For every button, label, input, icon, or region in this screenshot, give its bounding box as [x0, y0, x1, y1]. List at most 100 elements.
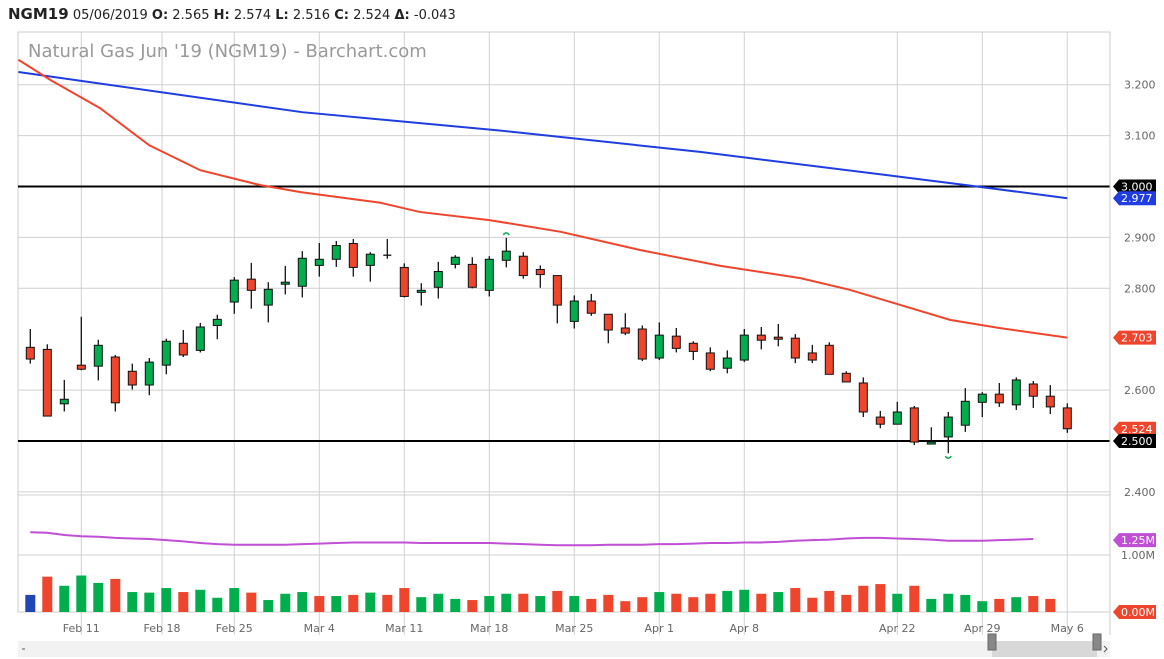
volume-bar	[178, 592, 189, 612]
badge-label: 1.25M	[1121, 534, 1155, 547]
candle	[586, 293, 596, 316]
candle-body	[994, 393, 1004, 404]
candle-body	[178, 342, 188, 356]
axis-value-badge: 1.25M	[1113, 533, 1156, 548]
candle-body	[739, 334, 749, 361]
candle-body	[518, 255, 528, 277]
candle	[42, 344, 52, 417]
candle	[331, 240, 341, 267]
price-tick-label: 2.900	[1124, 231, 1156, 244]
candle	[280, 265, 290, 295]
range-handle-left[interactable]	[987, 633, 997, 651]
volume-bar	[195, 589, 206, 612]
candle	[383, 238, 392, 259]
volume-bar	[994, 598, 1005, 612]
candle-body	[93, 344, 103, 367]
volume-bar	[909, 585, 920, 612]
candle-body	[688, 342, 698, 352]
date-tick-label: Mar 4	[304, 622, 335, 635]
candle-body	[586, 300, 596, 314]
candle-body	[858, 382, 868, 413]
candle	[195, 322, 205, 353]
candle-body	[909, 407, 919, 443]
volume-bar	[314, 596, 325, 612]
axis-value-badge: 3.000	[1113, 179, 1156, 194]
volume-bar	[212, 597, 223, 612]
scroll-arrow-icon[interactable]	[22, 645, 1108, 653]
date-tick-label: Mar 18	[470, 622, 508, 635]
badge-background	[1113, 330, 1156, 345]
volume-bar	[756, 593, 767, 612]
chart-marks	[17, 58, 1110, 612]
volume-bar	[739, 589, 750, 612]
gridlines	[18, 32, 1110, 635]
price-tick-label: 2.400	[1124, 486, 1156, 499]
candle	[535, 265, 545, 288]
volume-bar	[773, 592, 784, 612]
date-tick-label: Mar 25	[555, 622, 593, 635]
candle	[297, 251, 307, 298]
badge-label: 2.500	[1121, 435, 1153, 448]
candle	[518, 252, 528, 279]
price-tick-label: 3.200	[1124, 79, 1156, 92]
volume-bar	[790, 588, 801, 612]
candle-body	[552, 275, 562, 306]
candle	[144, 358, 154, 396]
candle	[263, 282, 273, 323]
candle-body	[144, 361, 154, 386]
volume-bar	[1028, 596, 1039, 612]
volume-bar	[824, 590, 835, 612]
volume-bar	[416, 597, 427, 612]
candle	[365, 252, 375, 282]
candle	[433, 261, 443, 299]
candle-body	[892, 411, 902, 425]
volume-bar	[1011, 597, 1022, 612]
candle	[790, 334, 800, 364]
candle-body	[824, 344, 834, 375]
candle-body	[229, 279, 239, 303]
candle	[620, 313, 630, 336]
volume-bar	[722, 590, 733, 612]
date-tick-label: Apr 29	[964, 622, 1001, 635]
volume-bar	[518, 593, 529, 612]
volume-bar	[365, 592, 376, 612]
volume-bar	[161, 588, 172, 612]
candle	[892, 401, 902, 425]
range-handle-right[interactable]	[1092, 633, 1102, 651]
candle	[229, 277, 239, 314]
badge-background	[1113, 533, 1156, 548]
candle-body	[722, 357, 732, 369]
scrollbar-track[interactable]	[18, 641, 1110, 657]
candle-body	[807, 352, 817, 361]
candle-body	[331, 245, 341, 260]
candle	[450, 255, 460, 269]
candle	[161, 338, 171, 375]
candle-body	[59, 398, 69, 405]
volume-bar	[229, 588, 240, 612]
volume-bar	[42, 576, 53, 612]
badge-label: 2.703	[1121, 332, 1153, 345]
candle-body	[603, 313, 613, 331]
candle	[1045, 385, 1055, 415]
candle	[178, 330, 188, 358]
candle	[909, 405, 919, 446]
volume-bar	[1045, 598, 1056, 612]
candle-body	[756, 334, 766, 341]
candle	[875, 410, 885, 429]
open-value: 2.565	[172, 8, 210, 23]
scrollbar[interactable]	[18, 633, 1110, 657]
candle-body	[110, 356, 120, 404]
scrollbar-thumb[interactable]	[992, 641, 1097, 657]
candle	[569, 295, 579, 329]
close-value: 2.524	[353, 8, 391, 23]
candle	[943, 411, 953, 454]
volume-bar	[535, 596, 546, 612]
candle	[348, 238, 358, 277]
date-tick-label: Mar 11	[385, 622, 423, 635]
date-tick-label: Feb 11	[63, 622, 100, 635]
volume-bar	[331, 596, 342, 612]
volume-bar	[688, 597, 699, 612]
date-tick-label: Apr 1	[645, 622, 675, 635]
candle-body	[960, 400, 970, 426]
